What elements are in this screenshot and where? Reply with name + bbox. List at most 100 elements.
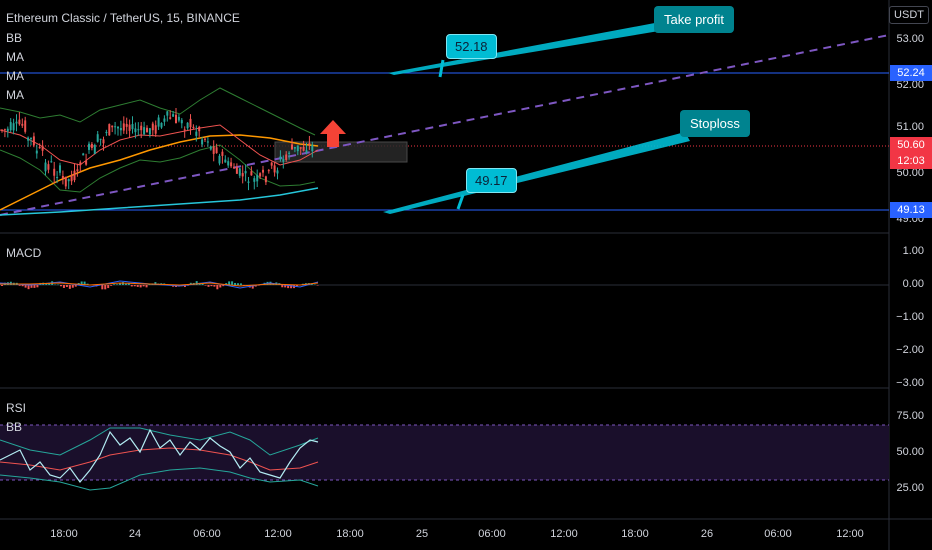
candle-body bbox=[47, 164, 50, 170]
candle-body bbox=[157, 117, 160, 127]
indicator-ma-label[interactable]: MA bbox=[6, 69, 24, 83]
macd-bar bbox=[296, 285, 298, 287]
candle-body bbox=[247, 181, 250, 183]
candle-body bbox=[262, 169, 264, 173]
take-profit-price-tag: 52.24 bbox=[890, 65, 932, 81]
candle-body bbox=[90, 143, 93, 148]
macd-bar bbox=[239, 283, 242, 285]
candle-body bbox=[177, 116, 180, 121]
candle-body bbox=[285, 154, 288, 160]
macd-bar bbox=[313, 284, 316, 285]
macd-bar bbox=[80, 281, 83, 285]
candle-body bbox=[117, 126, 119, 129]
candle-body bbox=[64, 176, 67, 187]
candle-body bbox=[114, 126, 117, 128]
macd-tick: −2.00 bbox=[896, 344, 924, 356]
sl-price-callout[interactable]: 49.17 bbox=[466, 168, 517, 193]
rsi-bb-label[interactable]: BB bbox=[6, 420, 23, 434]
candle-body bbox=[276, 170, 279, 174]
stop-loss-price-tag: 49.13 bbox=[890, 202, 932, 218]
ma-red bbox=[0, 124, 319, 166]
candle-body bbox=[273, 165, 276, 173]
candle-body bbox=[311, 144, 314, 152]
candle-body bbox=[32, 136, 35, 146]
candle-body bbox=[99, 138, 102, 140]
candle-body bbox=[175, 114, 177, 124]
candle-body bbox=[296, 145, 299, 152]
macd-bar bbox=[225, 283, 228, 285]
stop-loss-callout[interactable]: Stoploss bbox=[680, 110, 750, 137]
candle-body bbox=[186, 122, 189, 129]
macd-bar bbox=[201, 283, 204, 285]
macd-label[interactable]: MACD bbox=[6, 246, 42, 260]
candle-body bbox=[270, 162, 273, 166]
candle-body bbox=[148, 128, 151, 135]
candle-body bbox=[238, 168, 241, 176]
macd-signal bbox=[0, 282, 319, 287]
macd-bar bbox=[139, 285, 142, 288]
candle-body bbox=[293, 146, 296, 149]
time-tick: 18:00 bbox=[336, 528, 364, 540]
indicator-ma-label[interactable]: MA bbox=[6, 88, 24, 102]
macd-bar bbox=[65, 285, 68, 287]
candle-body bbox=[125, 123, 128, 127]
candle-body bbox=[230, 162, 233, 167]
sl-callout-pointer bbox=[383, 132, 690, 214]
chart-title[interactable]: Ethereum Classic / TetherUS, 15, BINANCE bbox=[6, 11, 240, 25]
macd-bar bbox=[310, 283, 313, 285]
macd-bar bbox=[1, 285, 3, 286]
macd-bar bbox=[222, 285, 225, 287]
take-profit-callout[interactable]: Take profit bbox=[654, 6, 734, 33]
candle-body bbox=[102, 139, 105, 144]
macd-bar bbox=[71, 285, 74, 288]
candle-body bbox=[24, 120, 27, 132]
countdown-tag: 12:03 bbox=[890, 153, 932, 169]
candle-body bbox=[12, 123, 15, 131]
macd-bar bbox=[287, 285, 290, 289]
candle-body bbox=[53, 168, 56, 176]
rsi-tick: 50.00 bbox=[896, 446, 924, 458]
candle-body bbox=[282, 159, 285, 162]
time-tick: 18:00 bbox=[621, 528, 649, 540]
candle-body bbox=[73, 170, 76, 181]
macd-bar bbox=[237, 283, 239, 285]
candle-body bbox=[291, 144, 293, 150]
macd-bar bbox=[316, 285, 319, 286]
candle-body bbox=[198, 126, 201, 132]
macd-bar bbox=[251, 285, 254, 289]
macd-bar bbox=[195, 281, 198, 285]
currency-button[interactable]: USDT bbox=[889, 6, 929, 24]
up-arrow-icon[interactable] bbox=[320, 120, 346, 147]
candle-body bbox=[154, 125, 157, 134]
upper-trendline[interactable] bbox=[0, 34, 890, 216]
macd-bar bbox=[33, 285, 36, 288]
tp-price-callout[interactable]: 52.18 bbox=[446, 34, 497, 59]
candle-body bbox=[151, 123, 154, 131]
candle-body bbox=[143, 127, 146, 135]
range-box[interactable] bbox=[274, 141, 408, 163]
bb-upper bbox=[0, 87, 316, 136]
price-tick: 50.00 bbox=[896, 167, 924, 179]
indicator-ma-label[interactable]: MA bbox=[6, 50, 24, 64]
candle-body bbox=[146, 127, 148, 133]
bb-lower bbox=[0, 144, 316, 193]
candle-body bbox=[233, 167, 235, 169]
candle-body bbox=[209, 146, 212, 150]
time-tick: 06:00 bbox=[478, 528, 506, 540]
macd-bar bbox=[60, 285, 62, 287]
macd-bar bbox=[83, 281, 86, 285]
indicator-bb-label[interactable]: BB bbox=[6, 31, 23, 45]
candle-body bbox=[224, 159, 227, 163]
candle-body bbox=[267, 170, 270, 172]
macd-tick: 1.00 bbox=[902, 245, 924, 257]
rsi-label[interactable]: RSI bbox=[6, 401, 27, 415]
candle-body bbox=[21, 123, 24, 126]
candle-body bbox=[3, 129, 6, 131]
macd-bar bbox=[107, 285, 110, 289]
candle-body bbox=[6, 128, 9, 132]
macd-bar bbox=[281, 285, 284, 288]
candle-body bbox=[38, 146, 41, 149]
candle-body bbox=[227, 161, 230, 166]
macd-bar bbox=[142, 285, 145, 287]
